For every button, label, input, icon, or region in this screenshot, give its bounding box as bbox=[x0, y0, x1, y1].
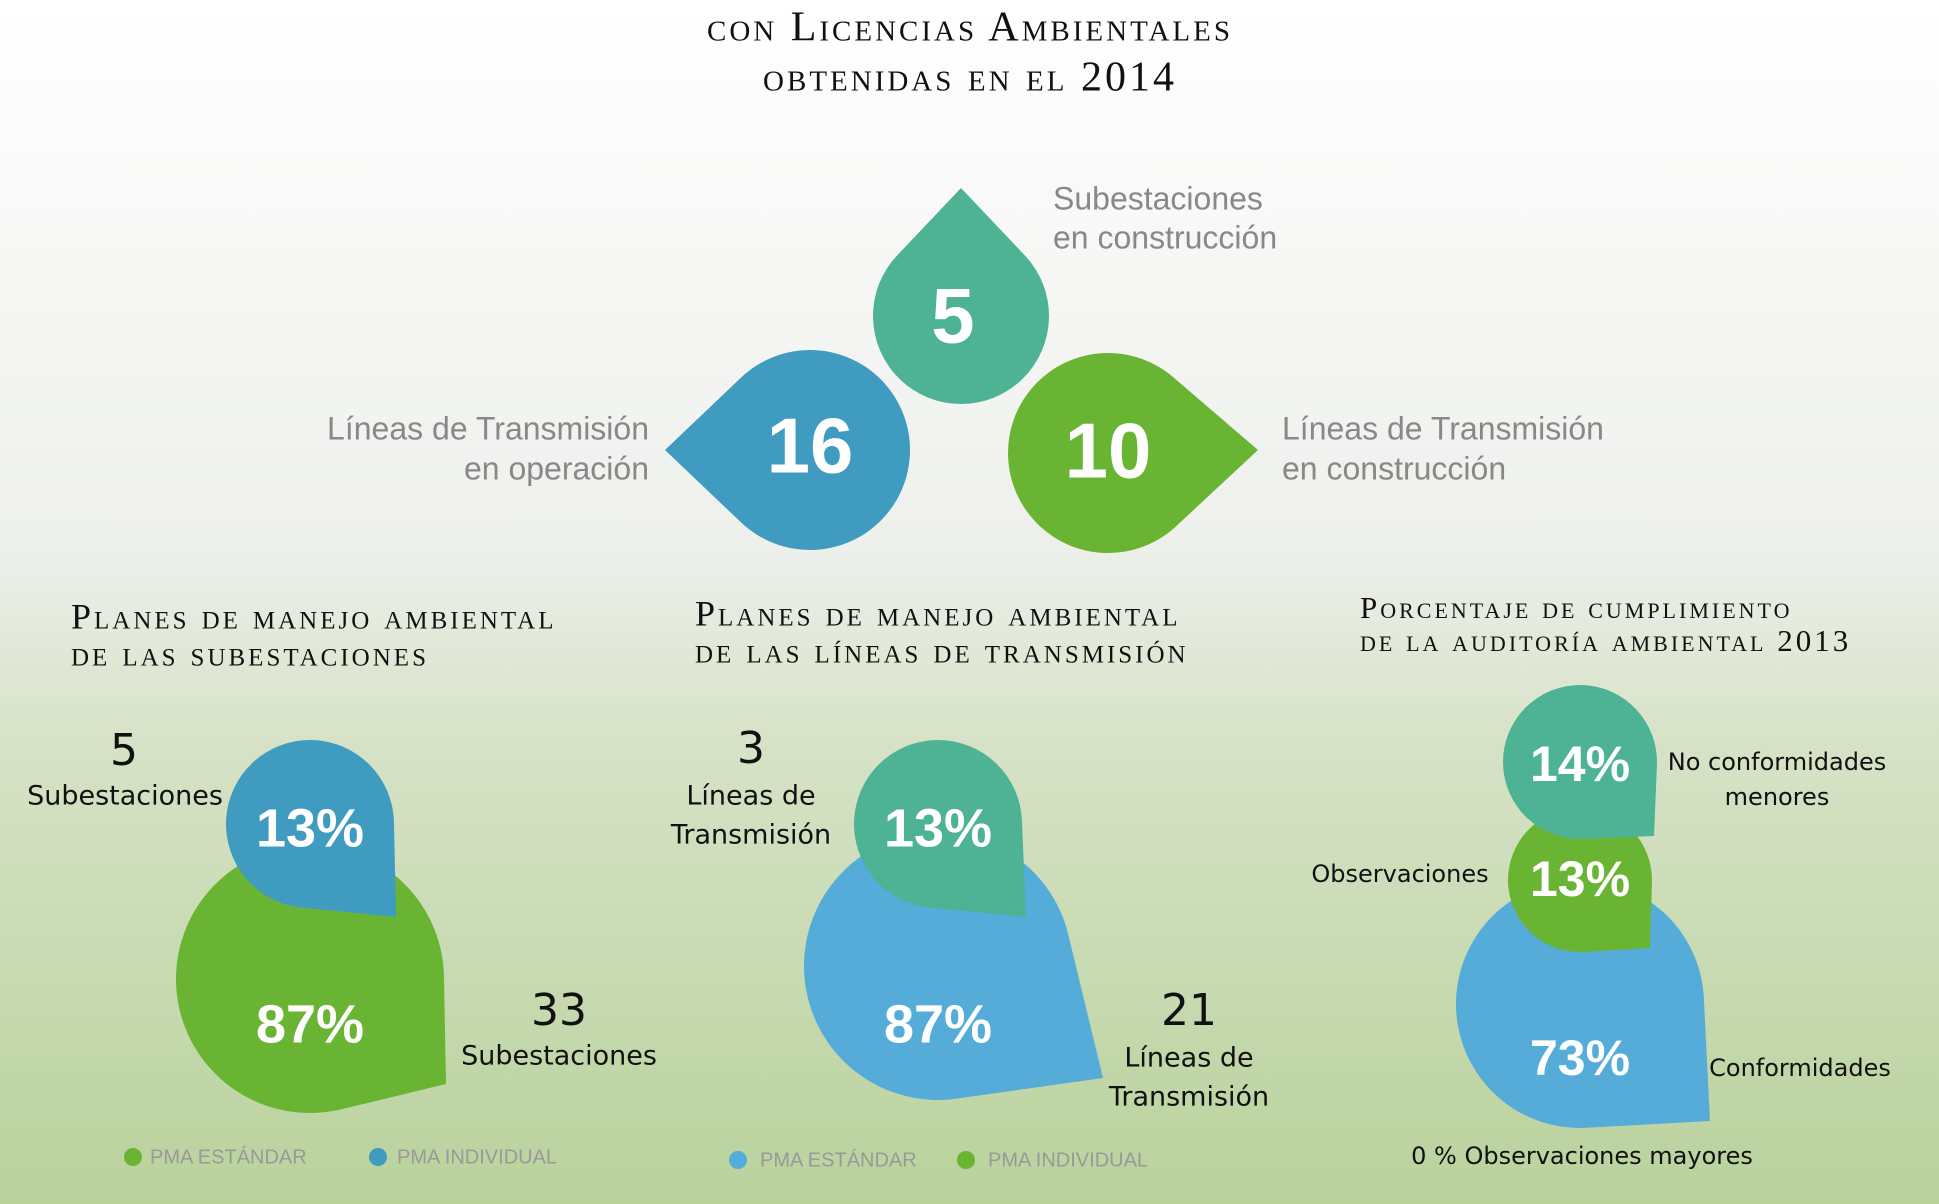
panel-title: de las subestaciones bbox=[71, 633, 429, 673]
count: 3 bbox=[737, 723, 765, 774]
top-label: Líneas de Transmisión bbox=[327, 410, 649, 446]
title: con Licencias Ambientales bbox=[707, 5, 1233, 51]
top-value: 16 bbox=[767, 402, 854, 490]
item-label: Observaciones bbox=[1311, 860, 1488, 888]
percent: 87% bbox=[884, 994, 992, 1054]
count-label: Líneas de bbox=[686, 781, 815, 812]
legend-dot bbox=[729, 1151, 747, 1169]
count-label: Transmisión bbox=[670, 820, 831, 851]
count-label: Transmisión bbox=[1108, 1082, 1269, 1113]
count: 33 bbox=[531, 985, 587, 1036]
top-label: en construcción bbox=[1053, 219, 1277, 255]
panel-title: Planes de manejo ambiental bbox=[71, 596, 557, 636]
note: 0 % Observaciones mayores bbox=[1411, 1142, 1753, 1170]
infographic: con Licencias Ambientalesobtenidas en el… bbox=[0, 0, 1939, 1204]
top-value: 10 bbox=[1065, 407, 1152, 495]
item-label: menores bbox=[1725, 783, 1830, 811]
percent: 13% bbox=[1530, 851, 1630, 907]
legend-dot bbox=[369, 1148, 387, 1166]
top-label: Subestaciones bbox=[1053, 180, 1263, 216]
count: 21 bbox=[1161, 985, 1217, 1036]
legend-label: PMA ESTÁNDAR bbox=[760, 1148, 917, 1171]
top-label: en construcción bbox=[1282, 450, 1506, 486]
panel-title: Planes de manejo ambiental bbox=[695, 593, 1181, 633]
count-label: Subestaciones bbox=[27, 781, 223, 812]
item-label: Conformidades bbox=[1709, 1054, 1891, 1082]
panel-title: de la auditoría ambiental 2013 bbox=[1360, 623, 1851, 658]
top-label: en operación bbox=[464, 450, 649, 486]
top-value: 5 bbox=[931, 272, 974, 360]
legend-dot bbox=[124, 1148, 142, 1166]
percent: 14% bbox=[1530, 736, 1630, 792]
title: obtenidas en el 2014 bbox=[763, 55, 1177, 101]
legend-label: PMA INDIVIDUAL bbox=[988, 1149, 1148, 1171]
panel-title: de las líneas de transmisión bbox=[695, 630, 1189, 670]
count-label: Subestaciones bbox=[461, 1041, 657, 1072]
percent: 13% bbox=[884, 798, 992, 858]
percent: 87% bbox=[256, 994, 364, 1054]
count: 5 bbox=[110, 725, 138, 776]
count-label: Líneas de bbox=[1124, 1043, 1253, 1074]
item-label: No conformidades bbox=[1668, 748, 1886, 776]
panel-title: Porcentaje de cumplimiento bbox=[1360, 590, 1792, 625]
legend-label: PMA ESTÁNDAR bbox=[150, 1145, 307, 1168]
top-label: Líneas de Transmisión bbox=[1282, 410, 1604, 446]
percent: 13% bbox=[256, 798, 364, 858]
legend-label: PMA INDIVIDUAL bbox=[397, 1146, 557, 1168]
percent: 73% bbox=[1530, 1030, 1630, 1086]
legend-dot bbox=[957, 1151, 975, 1169]
